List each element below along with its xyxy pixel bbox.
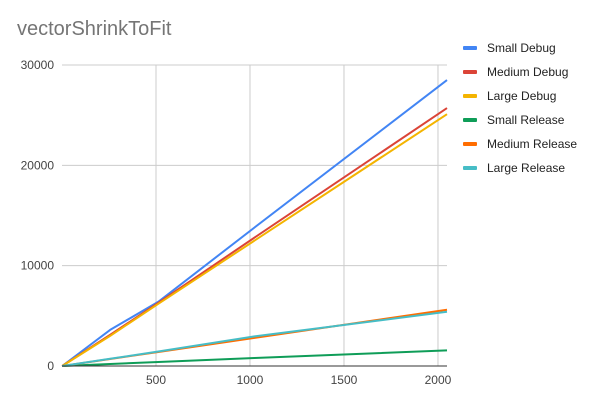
x-tick-label-3: 2000 [425,373,452,387]
y-tick-label-2: 20000 [21,158,55,172]
legend-label-large-release: Large Release [487,161,565,175]
legend-label-medium-release: Medium Release [487,137,577,151]
legend-label-large-debug: Large Debug [487,89,556,103]
legend-swatch-medium-debug [463,70,477,74]
legend-swatch-small-release [463,118,477,122]
legend-swatch-large-release [463,166,477,170]
legend-label-medium-debug: Medium Debug [487,65,568,79]
legend-swatch-large-debug [463,94,477,98]
series-line-medium-debug [61,107,448,367]
series-line-large-debug [61,113,448,367]
y-tick-label-3: 30000 [21,58,55,72]
series-layer [61,79,448,367]
y-tick-label-0: 0 [47,359,54,373]
series-line-small-debug [61,79,448,367]
y-tick-label-1: 10000 [21,259,55,273]
x-tick-label-2: 1500 [331,373,358,387]
grid-layer [62,64,447,366]
legend: Small Debug Medium Debug Large Debug Small … [463,41,577,175]
legend-label-small-release: Small Release [487,113,565,127]
series-line-small-release [62,349,448,367]
chart-title: vectorShrinkToFit [17,18,172,40]
series-line-large-release [62,310,448,367]
tick-labels: 0 10000 20000 30000 500 1000 1500 2000 [21,58,452,387]
x-tick-label-0: 500 [146,373,166,387]
legend-swatch-small-debug [463,46,477,50]
legend-label-small-debug: Small Debug [487,41,556,55]
legend-swatch-medium-release [463,142,477,146]
x-tick-label-1: 1000 [237,373,264,387]
